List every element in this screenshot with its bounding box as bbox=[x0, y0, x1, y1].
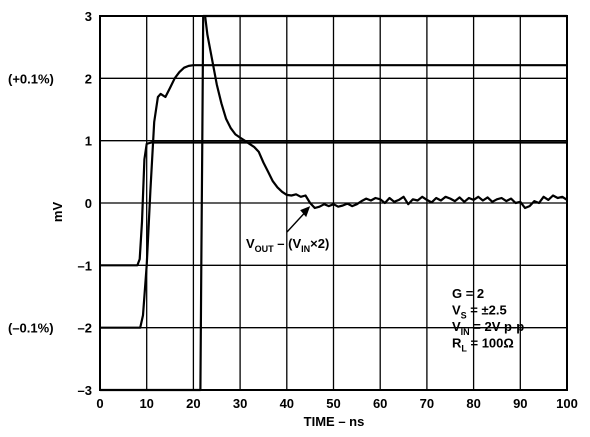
y-tick-label: 2 bbox=[85, 71, 92, 86]
y-axis-label: mV bbox=[50, 202, 65, 223]
condition-line: VIN = 2V p-p bbox=[452, 319, 524, 337]
series-line-2 bbox=[100, 64, 567, 329]
x-tick-label: 50 bbox=[326, 396, 340, 411]
series-line-4 bbox=[204, 15, 568, 210]
y-tick-label: –1 bbox=[78, 258, 92, 273]
y-tick-label: 0 bbox=[85, 196, 92, 211]
x-tick-label: 40 bbox=[280, 396, 294, 411]
x-tick-label: 10 bbox=[139, 396, 153, 411]
x-tick-label: 80 bbox=[466, 396, 480, 411]
arrow-head-icon bbox=[300, 206, 311, 218]
y-tick-label: –2 bbox=[78, 321, 92, 336]
x-tick-label: 60 bbox=[373, 396, 387, 411]
x-axis-label: TIME – ns bbox=[304, 414, 365, 429]
x-tick-label: 20 bbox=[186, 396, 200, 411]
condition-line: G = 2 bbox=[452, 286, 484, 301]
x-tick-labels: 0 10 20 30 40 50 60 70 80 90 100 bbox=[96, 396, 577, 411]
y-tick-label: –3 bbox=[78, 383, 92, 398]
percent-label: (+0.1%) bbox=[8, 71, 54, 86]
y-tick-label: 1 bbox=[85, 134, 92, 149]
condition-line: VS = ±2.5 bbox=[452, 303, 507, 321]
condition-line: RL = 100Ω bbox=[452, 336, 514, 354]
percent-label: (–0.1%) bbox=[8, 321, 54, 336]
x-tick-label: 0 bbox=[96, 396, 103, 411]
vout-annotation: VOUT – (VIN×2) bbox=[246, 236, 329, 254]
y-tick-label: 3 bbox=[85, 9, 92, 24]
x-tick-label: 70 bbox=[420, 396, 434, 411]
x-tick-label: 90 bbox=[513, 396, 527, 411]
percent-labels: (+0.1%) (–0.1%) bbox=[8, 71, 54, 335]
y-tick-labels: –3 –2 –1 0 1 2 3 bbox=[78, 9, 92, 398]
x-tick-label: 100 bbox=[556, 396, 578, 411]
series-line-1 bbox=[100, 141, 567, 267]
series-line-3 bbox=[100, 14, 567, 392]
x-tick-label: 30 bbox=[233, 396, 247, 411]
plot-lines bbox=[100, 14, 568, 392]
